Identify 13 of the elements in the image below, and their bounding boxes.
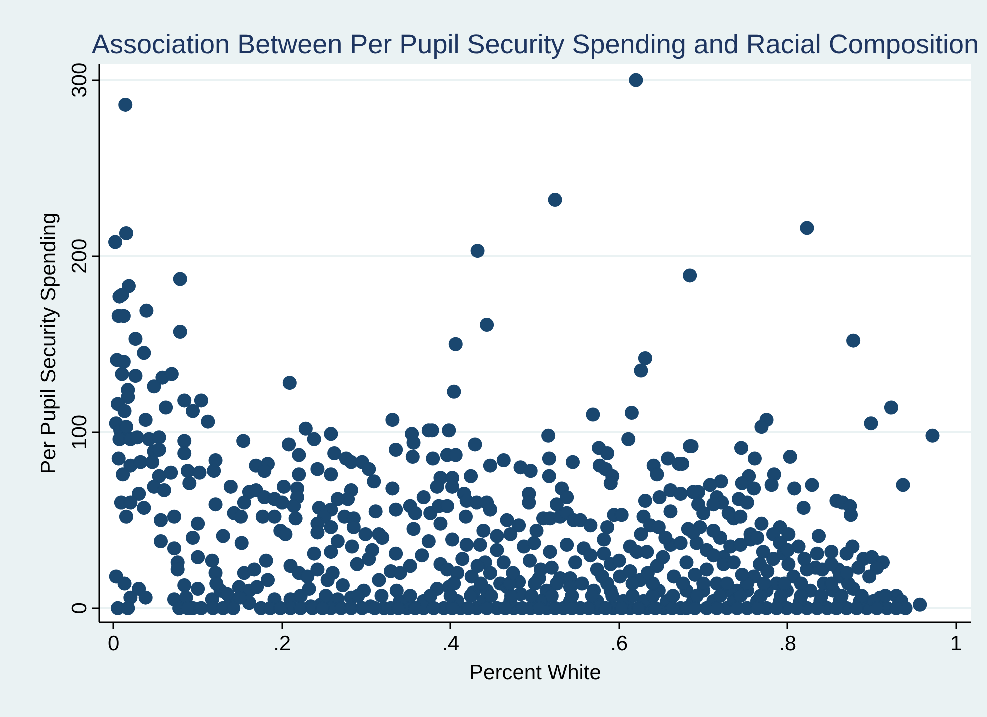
y-tick-label: 200 xyxy=(68,238,92,274)
x-tick-label: .6 xyxy=(610,632,628,656)
x-tick-label: 1 xyxy=(950,632,962,656)
x-tick-label: .2 xyxy=(274,632,292,656)
y-tick-label: 0 xyxy=(68,602,92,614)
x-tick-label: .8 xyxy=(779,632,797,656)
x-tick-label: 0 xyxy=(108,632,120,656)
y-tick-label: 100 xyxy=(68,414,92,450)
y-axis-title: Per Pupil Security Spending xyxy=(38,212,60,474)
chart-title: Association Between Per Pupil Security Spending and Racial Composition xyxy=(92,30,980,60)
y-tick-label: 300 xyxy=(68,62,92,98)
x-tick-label: .4 xyxy=(442,632,460,656)
x-axis-title: Percent White xyxy=(470,662,602,684)
